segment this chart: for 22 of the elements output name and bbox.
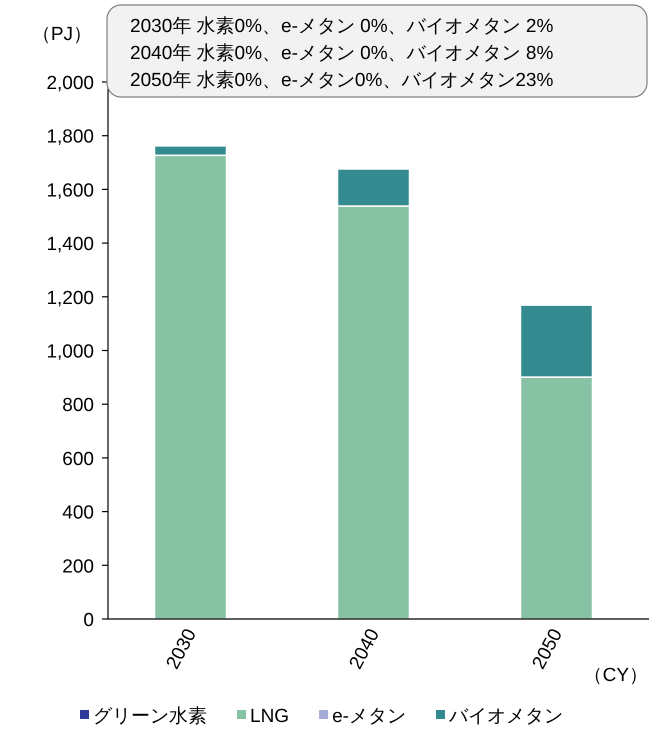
y-tick-label: 200	[62, 556, 94, 578]
legend-label: グリーン水素	[93, 706, 207, 727]
y-tick-label: 1,800	[46, 126, 94, 148]
y-tick-label: 2,000	[46, 73, 94, 94]
y-tick-label: 1,400	[46, 234, 94, 256]
legend-label: LNG	[250, 706, 290, 727]
annotation-box: 2030年 水素0%、e-メタン 0%、バイオメタン 2% 2040年 水素0%、e-メタン 0%、バイオメタン 8% 2050年 水素0%、e-メタン0%、バイオメタン23%	[106, 4, 648, 98]
y-tick-label: 800	[62, 395, 94, 416]
y-tick-label: 0	[83, 610, 94, 631]
y-tick-label: 1,000	[46, 342, 94, 362]
y-tick-label: 1,200	[46, 288, 94, 309]
x-tick-label: 2030	[162, 625, 201, 673]
y-tick-label: 600	[62, 448, 94, 470]
y-tick-label: 1,600	[46, 180, 94, 202]
y-tick-label: 400	[62, 502, 94, 524]
legend-label: e-メタン	[332, 706, 406, 727]
x-tick-label: 2050	[528, 625, 567, 673]
annotation: 2050年 水素0%、e-メタン0%、バイオメタン23%	[130, 70, 554, 91]
x-tick-label: 2040	[346, 625, 384, 673]
legend-label: バイオメタン	[448, 706, 563, 727]
x-axis-title: （CY）	[584, 665, 648, 686]
y-axis-title: （PJ）	[32, 24, 92, 45]
